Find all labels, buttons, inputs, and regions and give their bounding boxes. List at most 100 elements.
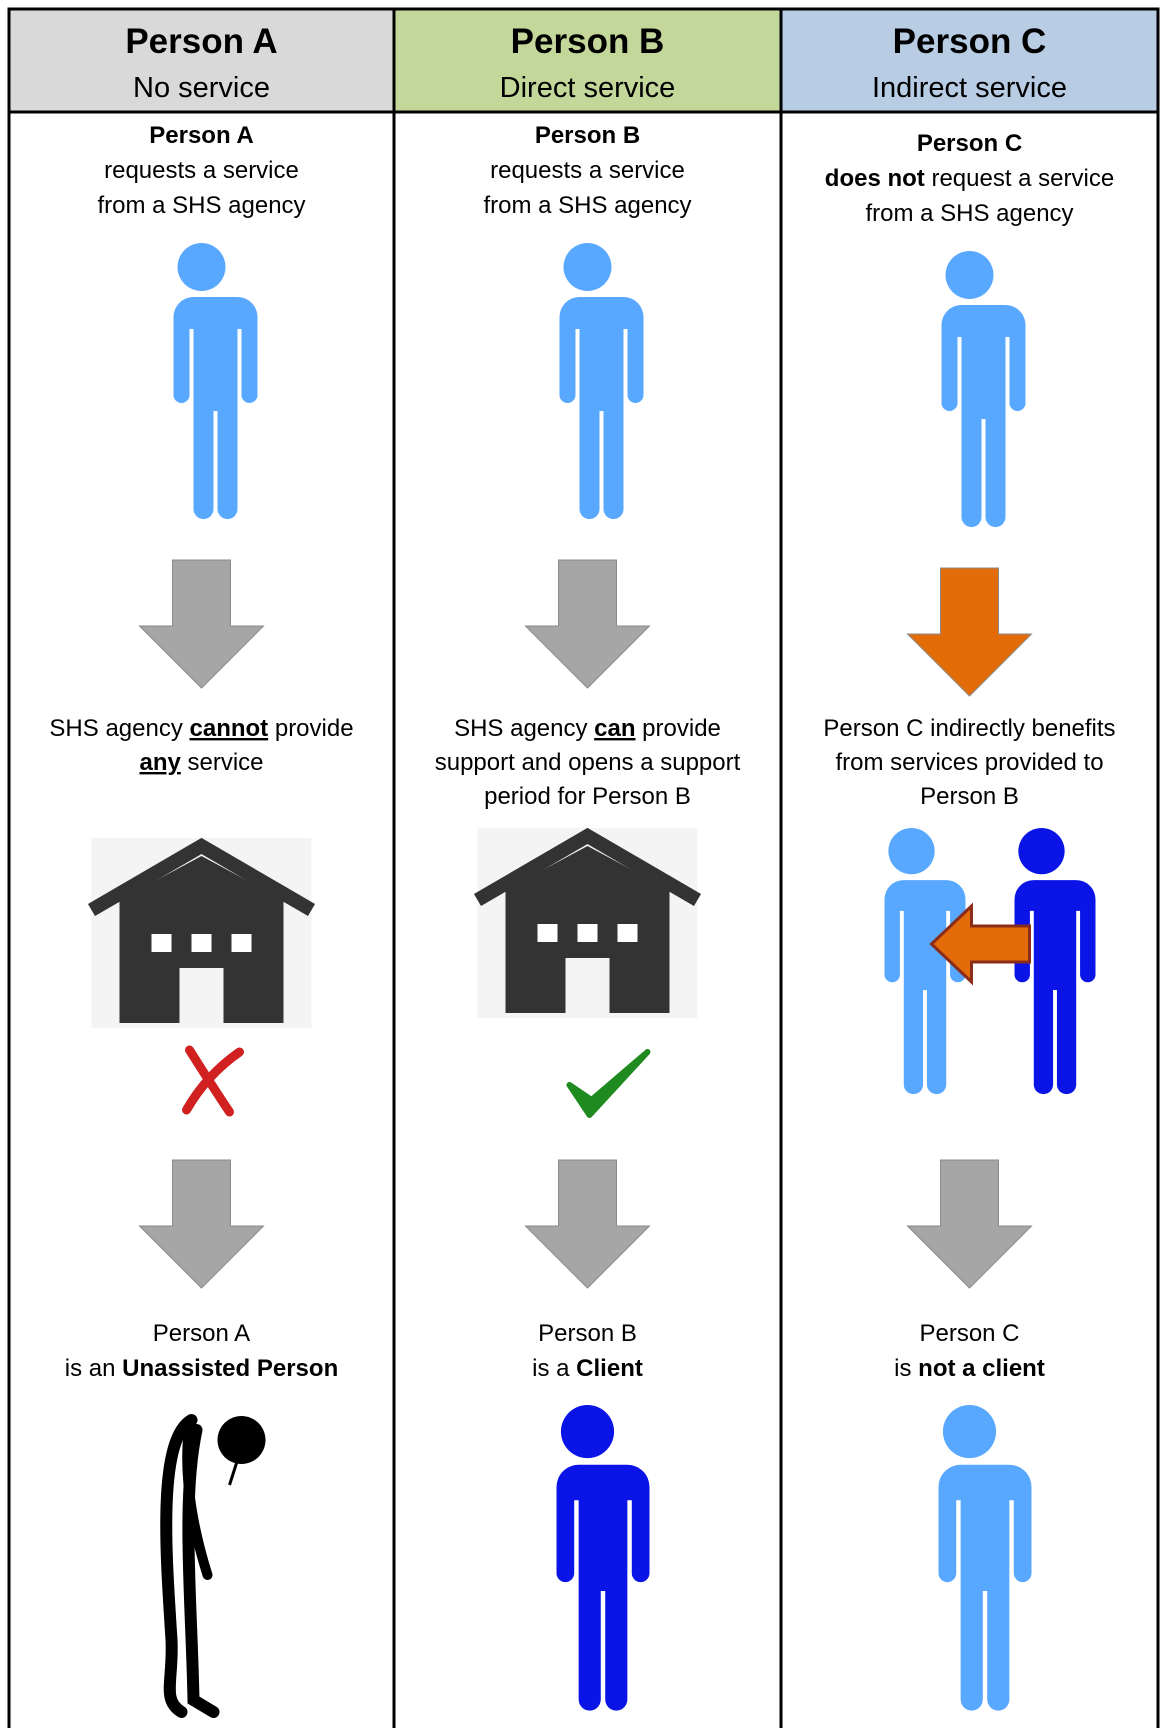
text-line: from services provided to <box>835 749 1103 776</box>
text-segment: SHS agency <box>49 715 189 742</box>
head <box>564 243 612 291</box>
page: Person A No service Person A requests a ser… <box>0 0 1160 1728</box>
text-line: is not a client <box>894 1355 1045 1382</box>
body <box>166 297 258 519</box>
person-icon <box>930 1405 1032 1711</box>
column-title: Person C <box>893 22 1047 61</box>
down-arrow <box>526 560 650 688</box>
bowed-head <box>218 1416 266 1464</box>
text-line: from a SHS agency <box>865 200 1073 227</box>
text-segment: request a service <box>925 165 1114 192</box>
person-icon <box>552 243 644 519</box>
text-segment: cannot <box>190 715 269 742</box>
text-line: Person A <box>149 122 253 149</box>
text-line: SHS agency cannot provide <box>49 715 353 742</box>
window <box>578 924 598 942</box>
text-line: Person C <box>919 1320 1019 1347</box>
text-line: SHS agency can provide <box>454 715 721 742</box>
text-segment: Person C <box>917 130 1022 157</box>
house-icon <box>92 838 312 1028</box>
body <box>1007 880 1096 1094</box>
body <box>877 880 966 1094</box>
column-subtitle: Direct service <box>500 72 676 104</box>
text-segment: provide <box>268 715 353 742</box>
text-segment: Person B <box>538 1320 637 1347</box>
person-icon <box>166 243 258 519</box>
text-segment: requests a service <box>490 157 685 184</box>
window <box>538 924 558 942</box>
down-arrow <box>908 568 1032 696</box>
house-icon <box>478 828 698 1018</box>
text-segment: Unassisted Person <box>122 1355 338 1382</box>
text-line: Person C indirectly benefits <box>823 715 1115 742</box>
text-line: requests a service <box>104 157 299 184</box>
text-line: is an Unassisted Person <box>65 1355 338 1382</box>
text-segment: from a SHS agency <box>97 192 305 219</box>
head <box>888 828 934 874</box>
column-subtitle: Indirect service <box>872 72 1067 104</box>
window <box>232 934 252 952</box>
text-segment: support and opens a support <box>435 749 741 776</box>
text-segment: does not <box>825 165 925 192</box>
cross-mark <box>187 1050 240 1112</box>
text-segment: SHS agency <box>454 715 594 742</box>
text-line: from a SHS agency <box>97 192 305 219</box>
text-line: does not request a service <box>825 165 1114 192</box>
body <box>934 305 1026 527</box>
text-line: Person B <box>920 783 1019 810</box>
text-line: period for Person B <box>484 783 691 810</box>
head <box>1018 828 1064 874</box>
text-segment: is <box>894 1355 918 1382</box>
column-title: Person A <box>125 22 277 61</box>
text-segment: from services provided to <box>835 749 1103 776</box>
text-line: from a SHS agency <box>483 192 691 219</box>
person-icon <box>548 1405 650 1711</box>
text-segment: from a SHS agency <box>865 200 1073 227</box>
down-arrow <box>908 1160 1032 1288</box>
text-segment: Person B <box>920 783 1019 810</box>
head <box>561 1405 614 1458</box>
text-segment: Person B <box>535 122 640 149</box>
text-segment: from a SHS agency <box>483 192 691 219</box>
text-line: Person C <box>917 130 1022 157</box>
body <box>552 297 644 519</box>
text-segment: is a <box>532 1355 576 1382</box>
check-mark <box>570 1052 648 1115</box>
text-segment: service <box>181 749 264 776</box>
text-line: any service <box>139 749 263 776</box>
text-line: Person B <box>535 122 640 149</box>
head <box>943 1405 996 1458</box>
column-title: Person B <box>511 22 665 61</box>
body <box>548 1465 650 1711</box>
head <box>946 251 994 299</box>
text-segment: provide <box>636 715 721 742</box>
text-line: is a Client <box>532 1355 643 1382</box>
text-segment: Person C <box>919 1320 1019 1347</box>
text-segment: not a client <box>918 1355 1045 1382</box>
text-line: requests a service <box>490 157 685 184</box>
text-segment: Person A <box>149 122 253 149</box>
down-arrow <box>140 1160 264 1288</box>
text-segment: any <box>139 749 181 776</box>
nose-line <box>230 1460 238 1485</box>
text-line: Person A <box>153 1320 250 1347</box>
window <box>152 934 172 952</box>
text-segment: Person A <box>153 1320 250 1347</box>
text-segment: is an <box>65 1355 122 1382</box>
text-segment: Person C indirectly benefits <box>823 715 1115 742</box>
diagram: Person A No service Person A requests a ser… <box>0 0 1160 1728</box>
text-segment: period for Person B <box>484 783 691 810</box>
text-line: support and opens a support <box>435 749 741 776</box>
person-icon <box>934 251 1026 527</box>
text-segment: Client <box>576 1355 643 1382</box>
body <box>930 1465 1032 1711</box>
down-arrow <box>526 1160 650 1288</box>
text-segment: can <box>594 715 635 742</box>
head <box>178 243 226 291</box>
window <box>618 924 638 942</box>
window <box>192 934 212 952</box>
unassisted-figure <box>166 1420 213 1712</box>
column-subtitle: No service <box>133 72 270 104</box>
down-arrow <box>140 560 264 688</box>
text-segment: requests a service <box>104 157 299 184</box>
